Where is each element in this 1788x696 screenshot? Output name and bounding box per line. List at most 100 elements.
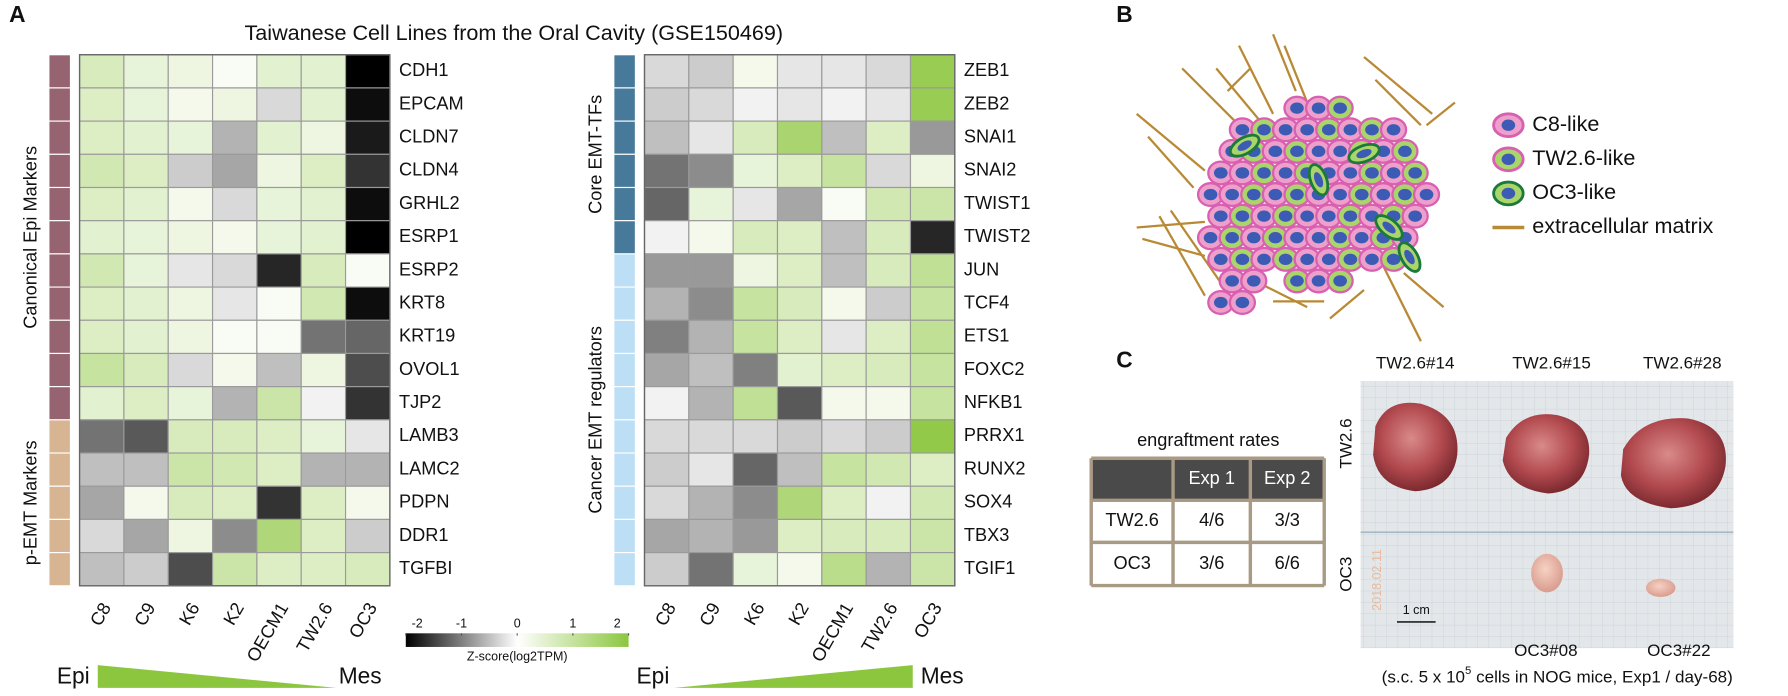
gene-label: NFKB1 xyxy=(964,392,1023,412)
heatmap-cell xyxy=(865,552,912,587)
ecm-fiber xyxy=(1158,215,1206,297)
heatmap-cell xyxy=(344,120,391,155)
heatmap-cell xyxy=(688,485,734,520)
heatmap-cell xyxy=(78,286,125,321)
group-cell xyxy=(48,253,72,288)
column-label: C8 xyxy=(651,599,680,629)
group-cell xyxy=(48,485,72,520)
nucleus xyxy=(1382,221,1396,234)
heatmap-cell xyxy=(123,352,169,388)
caption-part: cells in NOG mice, Exp1 / day-68) xyxy=(1471,667,1732,686)
group-cell xyxy=(613,518,636,554)
photo-label: TW2.6#14 xyxy=(1376,353,1455,372)
heatmap-cell xyxy=(776,153,823,189)
heatmap-cell xyxy=(123,552,169,587)
nucleus xyxy=(1278,124,1293,136)
caption-part: 5 xyxy=(1465,665,1471,677)
heatmap-cell xyxy=(167,220,214,255)
ecm-fiber xyxy=(1169,209,1223,285)
heatmap-cell xyxy=(344,419,391,454)
heatmap-cell xyxy=(643,419,690,454)
ecm-fiber xyxy=(1135,112,1206,172)
wedge xyxy=(674,665,913,688)
heatmap-cell xyxy=(821,319,867,355)
heatmap-cell xyxy=(300,452,347,487)
ecm-fiber xyxy=(1283,45,1309,103)
nucleus xyxy=(1398,188,1412,201)
group-cell xyxy=(48,120,72,155)
gene-label: JUN xyxy=(964,259,999,279)
heatmap-cell xyxy=(167,352,214,388)
heatmap-cell xyxy=(688,120,734,155)
column-label: K2 xyxy=(785,599,813,628)
heatmap-cell xyxy=(865,87,912,122)
nucleus xyxy=(1278,167,1293,179)
heatmap-cell xyxy=(344,87,391,122)
heatmap-cell xyxy=(123,386,169,421)
heatmap-cell xyxy=(123,54,169,89)
heatmap-cell xyxy=(256,120,302,155)
heatmap-cell xyxy=(344,253,391,288)
group-cell xyxy=(48,220,72,255)
heatmap-cell xyxy=(688,552,734,587)
table-cell: 4/6 xyxy=(1199,510,1224,530)
heatmap-cell xyxy=(732,220,779,255)
heatmap-cell xyxy=(123,87,169,122)
nucleus xyxy=(1311,232,1326,244)
legend-nucleus xyxy=(1501,119,1516,131)
heatmap-cell xyxy=(123,319,169,355)
nucleus xyxy=(1343,124,1358,136)
heatmap-cell xyxy=(256,485,302,520)
heatmap-cell xyxy=(167,452,214,487)
panel-label: A xyxy=(9,1,25,27)
group-cell xyxy=(613,286,636,321)
heatmap-cell xyxy=(865,220,912,255)
gene-label: ETS1 xyxy=(964,326,1009,346)
group-cell xyxy=(48,153,72,189)
gene-label: TJP2 xyxy=(399,392,441,412)
ecm-fiber xyxy=(1237,45,1275,115)
heatmap-cell xyxy=(776,220,823,255)
heatmap-cell xyxy=(78,352,125,388)
heatmap-cell xyxy=(776,319,823,355)
heatmap-cell xyxy=(688,220,734,255)
nucleus xyxy=(1354,232,1369,244)
heatmap-cell xyxy=(909,153,956,189)
table-header xyxy=(1091,458,1325,501)
heatmap-cell xyxy=(732,452,779,487)
nucleus xyxy=(1311,275,1326,287)
heatmap-cell xyxy=(167,518,214,554)
heatmap-cell xyxy=(344,352,391,388)
nucleus xyxy=(1257,167,1271,179)
cell-cluster xyxy=(1135,33,1456,342)
group-cell xyxy=(613,87,636,122)
heatmap-cell xyxy=(865,352,912,388)
nucleus xyxy=(1300,253,1315,266)
heatmap-cell xyxy=(821,153,867,189)
heatmap-cell xyxy=(909,386,956,421)
heatmap-cell xyxy=(909,54,956,89)
heatmap-cell xyxy=(78,419,125,454)
heatmap-cell xyxy=(909,253,956,288)
gene-label: TWIST1 xyxy=(964,193,1031,213)
nucleus xyxy=(1290,188,1304,201)
nucleus xyxy=(1386,167,1401,179)
ecm-fiber xyxy=(1142,237,1206,258)
heatmap-cell xyxy=(909,352,956,388)
heatmap-cell xyxy=(78,319,125,355)
heatmap-cell xyxy=(78,485,125,520)
group-cell xyxy=(48,87,72,122)
heatmap-cell xyxy=(123,485,169,520)
heatmap-cell xyxy=(256,87,302,122)
heatmap-cell xyxy=(256,153,302,189)
heatmap-cell xyxy=(211,87,258,122)
group-cell xyxy=(48,386,72,421)
heatmap-cell xyxy=(123,120,169,155)
group-cell xyxy=(48,419,72,454)
heatmap-cell xyxy=(300,253,347,288)
heatmap-cell xyxy=(256,518,302,554)
nucleus xyxy=(1356,149,1372,159)
heatmap-cell xyxy=(688,419,734,454)
heatmap-cell xyxy=(300,518,347,554)
heatmap-cell xyxy=(167,485,214,520)
